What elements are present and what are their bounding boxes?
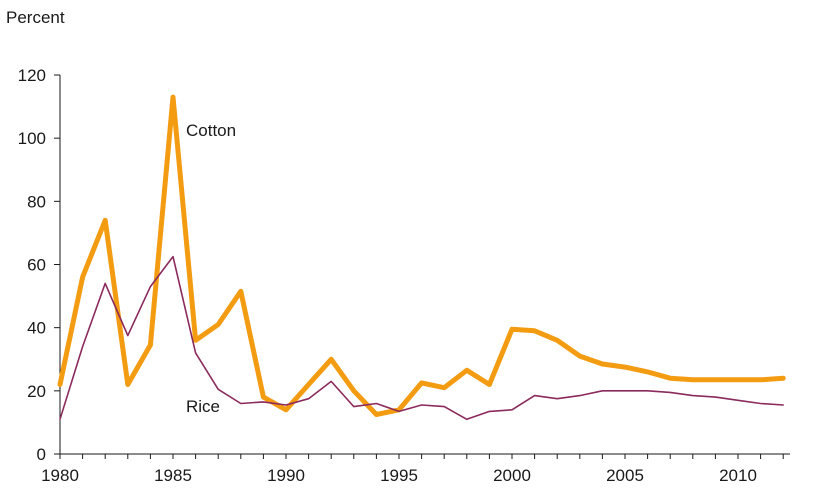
y-tick-label: 80 — [27, 192, 46, 211]
y-axis-ticks: 0 20 40 60 80 100 120 — [18, 66, 60, 464]
y-tick-label: 0 — [37, 445, 46, 464]
x-tick-label: 1980 — [41, 466, 79, 485]
rice-series-line — [59, 255, 785, 421]
cotton-series-label: Cotton — [186, 121, 236, 140]
x-tick-label: 1985 — [154, 466, 192, 485]
x-tick-label: 1995 — [380, 466, 418, 485]
y-tick-label: 60 — [27, 256, 46, 275]
x-tick-label: 2010 — [719, 466, 757, 485]
x-tick-label: 1990 — [267, 466, 305, 485]
x-tick-label: 2000 — [493, 466, 531, 485]
x-tick-label: 2005 — [606, 466, 644, 485]
cotton-series-line — [57, 94, 786, 417]
x-axis-ticks: 1980 1985 1990 1995 2000 2005 2010 — [41, 454, 784, 485]
y-tick-label: 120 — [18, 66, 46, 85]
y-axis-title: Percent — [6, 8, 65, 27]
rice-series-label: Rice — [186, 397, 220, 416]
y-tick-label: 40 — [27, 319, 46, 338]
y-tick-label: 100 — [18, 129, 46, 148]
y-tick-label: 20 — [27, 382, 46, 401]
series-lines — [57, 94, 786, 421]
